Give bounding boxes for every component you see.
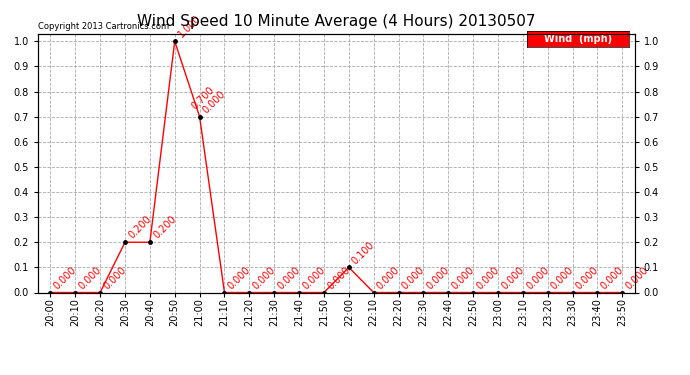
Text: 0.000: 0.000 [201,89,228,115]
Text: Copyright 2013 Cartronics.com: Copyright 2013 Cartronics.com [38,22,169,31]
Text: 0.000: 0.000 [500,265,526,291]
Text: 0.000: 0.000 [375,265,402,291]
Text: 0.000: 0.000 [624,265,650,291]
Text: 0.000: 0.000 [574,265,600,291]
Text: 0.200: 0.200 [151,214,178,241]
Title: Wind Speed 10 Minute Average (4 Hours) 20130507: Wind Speed 10 Minute Average (4 Hours) 2… [137,13,535,28]
Text: 0.000: 0.000 [275,265,302,291]
Text: 0.000: 0.000 [549,265,575,291]
Text: 0.000: 0.000 [599,265,625,291]
Text: 0.000: 0.000 [524,265,551,291]
Text: 0.000: 0.000 [77,265,104,291]
Text: 0.000: 0.000 [52,265,78,291]
Text: 0.100: 0.100 [351,240,377,266]
Text: 0.000: 0.000 [400,265,426,291]
Text: 0.000: 0.000 [425,265,451,291]
Text: 0.200: 0.200 [126,214,153,241]
Text: 0.000: 0.000 [300,265,327,291]
Text: 0.000: 0.000 [325,265,352,291]
Text: 0.000: 0.000 [475,265,501,291]
Text: 0.700: 0.700 [190,85,216,112]
Text: 0.000: 0.000 [450,265,476,291]
Text: 1.000: 1.000 [176,13,203,40]
Text: 0.000: 0.000 [250,265,277,291]
Text: 0.000: 0.000 [226,265,253,291]
Text: 0.000: 0.000 [101,265,128,291]
